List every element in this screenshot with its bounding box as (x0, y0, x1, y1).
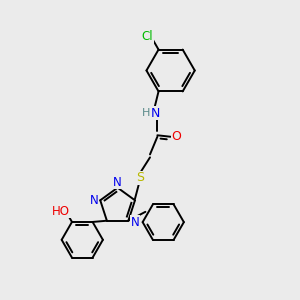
Text: N: N (89, 194, 98, 207)
Text: S: S (136, 172, 144, 184)
Text: H: H (142, 108, 151, 118)
Text: N: N (113, 176, 122, 189)
Text: O: O (172, 130, 182, 143)
Text: HO: HO (52, 205, 70, 218)
Text: Cl: Cl (142, 30, 153, 43)
Text: N: N (130, 216, 139, 229)
Text: N: N (150, 107, 160, 120)
